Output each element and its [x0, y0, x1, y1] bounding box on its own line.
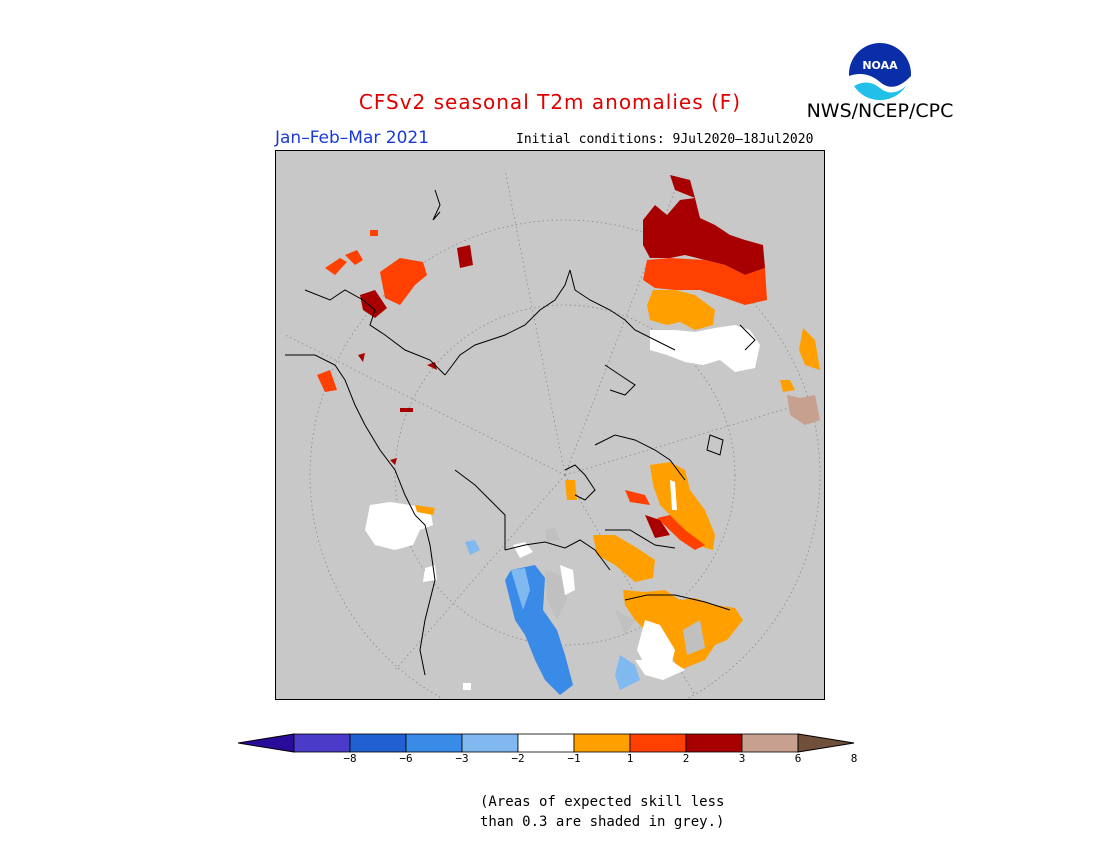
- anomaly-fields: [317, 175, 820, 695]
- footnote-line-2: than 0.3 are shaded in grey.): [480, 814, 725, 830]
- season-label: Jan–Feb–Mar 2021: [275, 128, 430, 148]
- map-background: [275, 150, 825, 700]
- color-legend: [237, 732, 862, 754]
- legend-swatch-4: [461, 733, 519, 753]
- legend-tick-label: 2: [682, 752, 690, 765]
- legend-tick-label: −1: [567, 752, 581, 765]
- legend-tick-label: −3: [455, 752, 469, 765]
- legend-swatch-6: [573, 733, 631, 753]
- legend-swatch-8: [685, 733, 743, 753]
- legend-swatch-high: [797, 733, 855, 753]
- initial-conditions-label: Initial conditions: 9Jul2020–18Jul2020: [516, 132, 814, 147]
- legend-swatch-7: [629, 733, 687, 753]
- legend-swatch-9: [741, 733, 799, 753]
- legend-tick-label: 1: [626, 752, 634, 765]
- legend-tick-label: 8: [850, 752, 858, 765]
- legend-tick-label: 3: [738, 752, 746, 765]
- agency-label: NWS/NCEP/CPC: [806, 100, 954, 122]
- footnote-line-1: (Areas of expected skill less: [480, 794, 725, 810]
- noaa-logo: NOAA: [848, 42, 912, 107]
- legend-swatch-2: [349, 733, 407, 753]
- legend-swatch-5: [517, 733, 575, 753]
- legend-tick-label: −2: [511, 752, 525, 765]
- coastlines: [285, 189, 756, 676]
- legend-tick-label: −8: [343, 752, 357, 765]
- skill-footnote: (Areas of expected skill less than 0.3 a…: [480, 792, 724, 832]
- legend-swatch-3: [405, 733, 463, 753]
- legend-tick-label: −6: [399, 752, 413, 765]
- logo-text: NOAA: [862, 59, 898, 72]
- polar-anomaly-map: [274, 149, 826, 731]
- legend-tick-label: 6: [794, 752, 802, 765]
- map-title: CFSv2 seasonal T2m anomalies (F): [358, 90, 742, 114]
- legend-swatch-low: [237, 733, 295, 753]
- legend-swatch-1: [293, 733, 351, 753]
